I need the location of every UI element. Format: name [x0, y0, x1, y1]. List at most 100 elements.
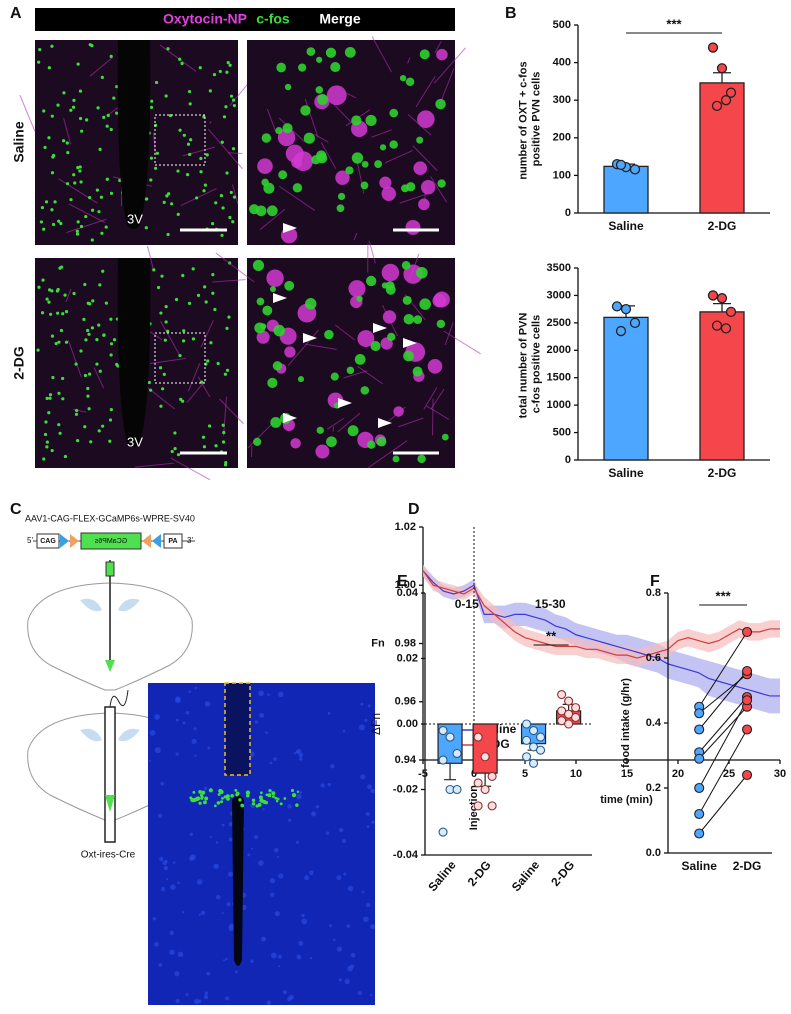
fiber: [149, 357, 187, 364]
cfos-nucleus: [51, 375, 55, 380]
fiber: [314, 133, 329, 143]
cfos-nucleus: [225, 171, 229, 175]
cfos-nucleus: [170, 449, 174, 454]
cfos-nucleus: [222, 430, 226, 435]
dapi-speckle: [267, 693, 270, 697]
cfos-nucleus: [56, 103, 60, 107]
cfos-nucleus: [417, 454, 426, 464]
cfos-nucleus: [188, 102, 192, 106]
dapi-speckle: [320, 783, 325, 788]
cfos-nucleus: [266, 205, 278, 217]
cfos-nucleus: [214, 444, 218, 448]
cfos-nucleus: [164, 94, 168, 98]
y-tick-label: 2000: [547, 344, 571, 356]
oxt-cell: [284, 346, 296, 358]
gcamp-cell: [201, 790, 206, 795]
dapi-speckle: [193, 727, 197, 731]
x-tick-label: 25: [723, 768, 735, 780]
cfos-nucleus: [78, 165, 82, 169]
fiber: [231, 184, 239, 205]
dapi-speckle: [350, 964, 355, 969]
data-point: [473, 778, 483, 788]
cfos-nucleus: [36, 348, 40, 352]
cfos-nucleus: [78, 89, 83, 93]
fiber: [63, 117, 72, 145]
cfos-nucleus: [153, 166, 158, 170]
y-tick-label: 0.00: [397, 718, 418, 730]
cfos-nucleus: [42, 457, 46, 461]
cfos-nucleus: [91, 299, 95, 303]
dapi-speckle: [209, 835, 212, 838]
dapi-speckle: [258, 860, 264, 866]
gcamp-cell: [204, 796, 209, 801]
bar: [603, 316, 649, 461]
dapi-speckle: [344, 978, 350, 984]
cfos-nucleus: [174, 297, 179, 302]
cfos-nucleus: [83, 282, 87, 287]
dapi-speckle: [261, 936, 267, 942]
cfos-nucleus: [65, 182, 70, 186]
dapi-speckle: [358, 724, 365, 731]
significance-label: ***: [666, 16, 682, 31]
data-point: [535, 745, 546, 755]
fiber: [357, 365, 384, 385]
cfos-nucleus: [201, 435, 206, 439]
cfos-nucleus: [109, 317, 113, 321]
cfos-nucleus: [147, 380, 151, 385]
cfos-nucleus: [276, 62, 287, 73]
gcamp-cell: [296, 790, 300, 793]
cfos-nucleus: [441, 433, 449, 441]
oxt-cell: [326, 85, 347, 106]
cfos-nucleus: [284, 83, 292, 91]
construct-name: AAV1-CAG-FLEX-GCaMP6s-WPRE-SV40: [25, 513, 195, 523]
cfos-nucleus: [284, 280, 295, 291]
oxt-cell: [417, 110, 435, 128]
dapi-speckle: [371, 820, 375, 824]
cfos-nucleus: [231, 220, 235, 224]
cfos-nucleus: [156, 285, 161, 290]
data-point: [528, 758, 539, 768]
cfos-nucleus: [389, 108, 399, 118]
significance-label: **: [546, 628, 557, 643]
dapi-speckle: [277, 856, 280, 859]
cfos-nucleus: [86, 328, 90, 333]
cfos-nucleus: [178, 128, 182, 132]
cfos-nucleus: [214, 201, 218, 205]
dapi-speckle: [336, 946, 343, 952]
pair-line: [698, 696, 748, 753]
cfos-nucleus: [178, 57, 182, 61]
arrow: [283, 413, 297, 423]
fiber: [135, 462, 175, 468]
mouse-line: Oxt-ires-Cre: [81, 850, 136, 861]
x-tick-label: Saline: [608, 219, 644, 233]
dapi-speckle: [370, 788, 375, 794]
cfos-nucleus: [57, 219, 61, 223]
pair-line: [698, 706, 748, 760]
fiber: [444, 322, 454, 346]
data-point: [611, 301, 623, 312]
cfos-nucleus: [273, 324, 285, 337]
dapi-speckle: [304, 875, 310, 881]
cfos-nucleus: [47, 66, 51, 70]
cfos-nucleus: [87, 332, 91, 336]
gcamp-cell: [274, 796, 278, 800]
dapi-speckle: [366, 825, 370, 829]
pair-line: [698, 631, 748, 708]
row-label: Saline: [11, 121, 27, 162]
y-tick-label: 3500: [547, 262, 571, 274]
cfos-nucleus: [181, 273, 185, 278]
data-point: [452, 784, 462, 795]
dapi-speckle: [274, 911, 280, 917]
y-tick-label: 0.94: [395, 754, 417, 766]
optic-fiber: [104, 706, 116, 843]
y-axis-label: Fn: [371, 637, 385, 649]
cfos-nucleus: [173, 447, 177, 451]
cfos-nucleus: [389, 140, 398, 149]
gcamp-cell: [240, 803, 245, 808]
dapi-speckle: [309, 956, 313, 960]
fiber: [415, 75, 436, 108]
cfos-nucleus: [401, 261, 411, 270]
fiber: [68, 203, 105, 223]
polya-label: PA: [168, 538, 177, 545]
y-tick-label: 400: [553, 57, 571, 69]
